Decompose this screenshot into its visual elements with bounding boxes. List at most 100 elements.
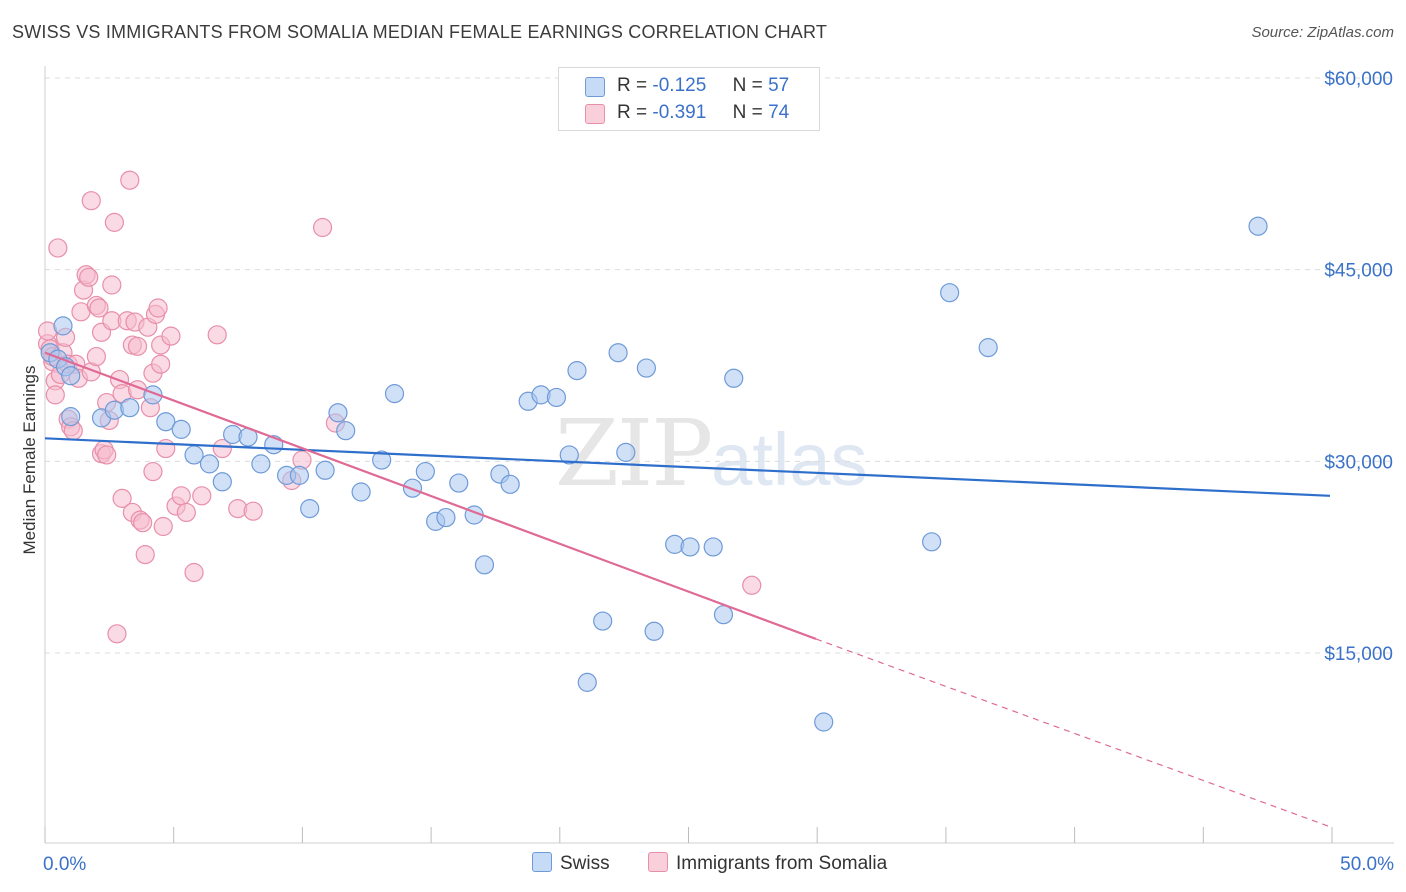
somalia-point-48 bbox=[135, 545, 155, 565]
trend-lines bbox=[44, 351, 1331, 828]
bottom-legend-somalia: Immigrants from Somalia bbox=[648, 852, 887, 875]
somalia-point-68 bbox=[243, 501, 263, 521]
somalia-trend-line bbox=[44, 351, 817, 640]
swiss-point-11 bbox=[171, 419, 191, 439]
somalia-point-66 bbox=[212, 438, 232, 459]
chart-title: SWISS VS IMMIGRANTS FROM SOMALIA MEDIAN … bbox=[12, 22, 828, 42]
somalia-point-59 bbox=[161, 326, 181, 346]
somalia-point-54 bbox=[148, 298, 168, 318]
swiss-point-57 bbox=[1248, 216, 1268, 236]
somalia-point-29 bbox=[97, 445, 117, 465]
source-label: Source: ZipAtlas.com bbox=[1251, 24, 1394, 41]
somalia-point-64 bbox=[192, 486, 212, 506]
swiss-point-22 bbox=[315, 460, 335, 480]
somalia-point-63 bbox=[184, 562, 204, 583]
somalia-point-22 bbox=[81, 191, 101, 211]
y-tick-label-2: $45,000 bbox=[1324, 261, 1393, 282]
swiss-point-34 bbox=[474, 555, 495, 575]
swiss-point-45 bbox=[616, 442, 636, 462]
legend-r-value-swiss: -0.125 bbox=[652, 75, 707, 96]
watermark: ZIPatlas bbox=[555, 400, 867, 507]
somalia-point-45 bbox=[127, 336, 148, 356]
legend-swatch-swiss bbox=[585, 77, 605, 97]
y-tick-label-0: $15,000 bbox=[1324, 644, 1393, 665]
swiss-point-36 bbox=[500, 474, 520, 494]
somalia-point-34 bbox=[104, 212, 124, 232]
somalia-point-73 bbox=[742, 575, 762, 595]
y-axis-label: Median Female Earnings bbox=[20, 365, 39, 555]
somalia-point-35 bbox=[107, 624, 127, 644]
swiss-point-54 bbox=[922, 532, 942, 552]
swiss-points bbox=[40, 216, 1268, 732]
swiss-point-24 bbox=[336, 421, 356, 441]
swiss-point-53 bbox=[814, 712, 834, 732]
swiss-point-41 bbox=[567, 361, 587, 381]
y-tick-label-3: $60,000 bbox=[1324, 69, 1393, 90]
bottom-legend-label-swiss: Swiss bbox=[560, 853, 610, 874]
swiss-point-44 bbox=[608, 343, 628, 363]
legend-n-label: N = bbox=[732, 102, 763, 123]
swiss-point-40 bbox=[559, 445, 579, 465]
swiss-point-55 bbox=[940, 283, 960, 303]
somalia-point-20 bbox=[79, 267, 99, 287]
legend-swatch-somalia bbox=[585, 104, 605, 124]
swiss-point-13 bbox=[199, 454, 220, 474]
x-tick-label-min: 0.0% bbox=[43, 854, 86, 875]
swiss-point-51 bbox=[713, 605, 734, 625]
somalia-point-37 bbox=[112, 488, 132, 508]
swiss-point-25 bbox=[351, 482, 371, 502]
swiss-trend-line bbox=[44, 437, 1331, 497]
swiss-point-27 bbox=[384, 384, 405, 404]
swiss-point-47 bbox=[644, 621, 664, 641]
swiss-point-21 bbox=[300, 499, 320, 519]
tick-labels: $15,000 $30,000 $45,000 $60,000 0.0% 50.0% bbox=[43, 69, 1394, 875]
somalia-point-6 bbox=[45, 385, 65, 405]
axes bbox=[44, 66, 1394, 844]
swiss-point-46 bbox=[636, 358, 656, 378]
somalia-point-58 bbox=[156, 438, 176, 459]
legend-n-value-swiss: 57 bbox=[768, 75, 790, 96]
swiss-point-5 bbox=[61, 407, 81, 427]
swiss-point-26 bbox=[372, 450, 392, 470]
bottom-legend-swatch-swiss bbox=[532, 852, 552, 872]
swiss-point-56 bbox=[978, 338, 998, 358]
somalia-point-24 bbox=[86, 346, 107, 367]
somalia-point-62 bbox=[176, 502, 196, 523]
legend-n-label: N = bbox=[732, 75, 763, 96]
somalia-point-57 bbox=[153, 516, 173, 537]
legend-r-label: R = bbox=[617, 75, 648, 96]
swiss-point-23 bbox=[328, 403, 348, 423]
x-tick-label-max: 50.0% bbox=[1340, 854, 1394, 875]
somalia-point-61 bbox=[171, 486, 191, 506]
swiss-point-39 bbox=[546, 387, 567, 408]
grid-lines bbox=[45, 77, 1394, 654]
swiss-point-49 bbox=[680, 537, 700, 557]
swiss-point-50 bbox=[703, 537, 723, 557]
somalia-point-7 bbox=[48, 238, 68, 258]
swiss-point-10 bbox=[156, 412, 176, 432]
swiss-point-32 bbox=[449, 473, 469, 493]
axis-ticks bbox=[44, 827, 1333, 843]
somalia-point-51 bbox=[143, 461, 163, 482]
legend-r-label: R = bbox=[617, 102, 648, 123]
bottom-legend-label-somalia: Immigrants from Somalia bbox=[676, 853, 888, 874]
bottom-legend-swatch-somalia bbox=[648, 852, 668, 872]
swiss-point-17 bbox=[251, 454, 271, 474]
swiss-point-2 bbox=[53, 316, 73, 336]
swiss-point-8 bbox=[120, 398, 140, 418]
swiss-point-4 bbox=[61, 366, 81, 386]
swiss-point-52 bbox=[724, 368, 744, 388]
swiss-point-20 bbox=[289, 465, 310, 485]
swiss-point-43 bbox=[593, 611, 613, 631]
swiss-point-31 bbox=[436, 507, 456, 528]
swiss-point-42 bbox=[577, 672, 597, 692]
legend-n-value-somalia: 74 bbox=[768, 102, 790, 123]
y-tick-label-1: $30,000 bbox=[1324, 452, 1393, 473]
somalia-points bbox=[37, 170, 762, 644]
swiss-point-29 bbox=[415, 461, 435, 482]
watermark-atlas: atlas bbox=[711, 418, 868, 501]
bottom-legend-swiss: Swiss bbox=[532, 852, 610, 875]
legend-r-value-somalia: -0.391 bbox=[652, 102, 707, 123]
somalia-point-65 bbox=[207, 325, 227, 345]
